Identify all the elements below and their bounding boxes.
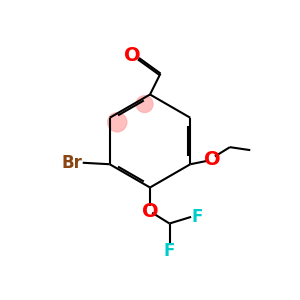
Text: O: O bbox=[124, 46, 141, 65]
Circle shape bbox=[136, 96, 153, 112]
Text: F: F bbox=[164, 242, 175, 260]
Text: O: O bbox=[205, 150, 221, 169]
Text: F: F bbox=[191, 208, 203, 226]
Circle shape bbox=[108, 113, 127, 132]
Text: Br: Br bbox=[62, 154, 83, 172]
Text: O: O bbox=[142, 202, 158, 221]
